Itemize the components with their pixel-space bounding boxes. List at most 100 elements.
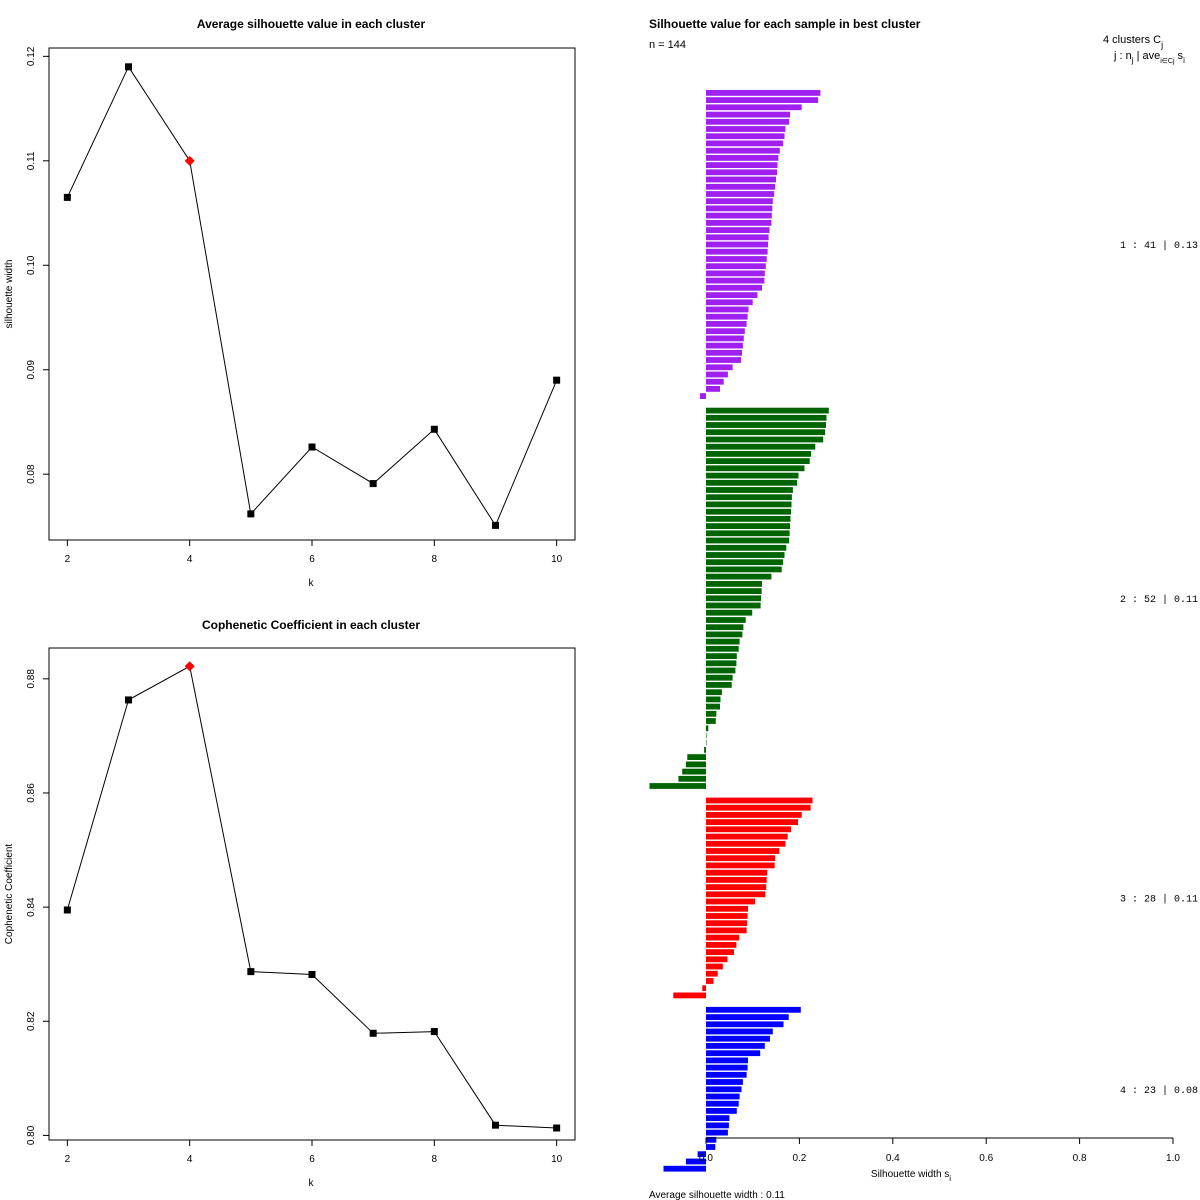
y-tick-label: 0.11 <box>26 151 37 170</box>
silhouette-bar <box>706 1057 748 1064</box>
silhouette-bar <box>706 443 816 450</box>
data-point <box>308 443 316 451</box>
silhouette-bar <box>706 429 826 436</box>
silhouette-bar <box>706 306 749 313</box>
silhouette-bar <box>706 335 744 342</box>
x-tick-label: 1.0 <box>1166 1153 1180 1164</box>
data-point <box>247 510 255 518</box>
y-tick-label: 0.86 <box>26 783 37 803</box>
silhouette-bar <box>706 609 753 616</box>
x-tick-label: 0.0 <box>699 1153 713 1164</box>
silhouette-bar <box>706 949 734 955</box>
series-marks <box>63 63 561 529</box>
silhouette-bar <box>706 1129 728 1136</box>
silhouette-bar <box>706 90 821 96</box>
silhouette-bar <box>706 386 720 392</box>
silhouette-bar <box>706 126 786 132</box>
silhouette-bar <box>706 855 776 862</box>
axis-text: Silhouette width s <box>871 1169 949 1180</box>
silhouette-bar <box>706 118 790 125</box>
x-tick-label: 0.2 <box>792 1153 806 1164</box>
silhouette-line-chart: Average silhouette value in each cluster… <box>4 17 576 589</box>
silhouette-bar <box>706 552 785 558</box>
silhouette-bar <box>706 797 813 804</box>
silhouette-bar <box>706 819 798 825</box>
silhouette-bar <box>706 934 740 941</box>
header-text: j : n <box>1113 50 1132 62</box>
silhouette-bar <box>706 414 827 421</box>
silhouette-bar <box>706 299 753 306</box>
silhouette-bar <box>649 783 706 789</box>
header-subscript: j <box>1131 56 1134 65</box>
x-tick-label: 10 <box>551 554 563 565</box>
silhouette-bar <box>706 905 748 912</box>
n-label: n = 144 <box>649 39 686 51</box>
silhouette-bar <box>706 328 745 335</box>
silhouette-bar <box>706 1115 730 1121</box>
silhouette-bar <box>682 768 706 775</box>
silhouette-bar <box>706 487 793 493</box>
silhouette-bar <box>706 1108 737 1114</box>
data-point <box>369 480 377 488</box>
x-tick-label: 0.8 <box>1073 1153 1087 1164</box>
x-ticks: 0.0 0.2 0.4 0.6 0.8 1.0 <box>699 1138 1180 1164</box>
silhouette-bar <box>685 1158 706 1165</box>
data-point <box>63 906 71 914</box>
header-text: 4 clusters C <box>1103 34 1161 46</box>
y-tick-label: 0.88 <box>26 669 37 689</box>
silhouette-bar <box>706 1043 765 1049</box>
silhouette-bar <box>706 97 819 103</box>
silhouette-bar <box>706 566 782 573</box>
silhouette-bar <box>706 234 769 241</box>
silhouette-bar <box>706 256 767 262</box>
x-axis-label: Silhouette width si <box>871 1169 951 1183</box>
header-text: | ave <box>1134 50 1161 62</box>
silhouette-bar <box>706 725 709 732</box>
silhouette-bar <box>706 176 776 183</box>
silhouette-bar <box>687 754 706 760</box>
silhouette-bar <box>706 198 773 205</box>
header-subscript: i∈Cj <box>1160 58 1175 65</box>
data-point <box>430 425 438 433</box>
silhouette-bar <box>706 537 790 544</box>
silhouette-bar <box>706 263 766 270</box>
y-tick-label: 0.80 <box>26 1125 37 1145</box>
silhouette-bar <box>706 877 767 883</box>
silhouette-bar <box>706 220 772 226</box>
silhouette-bar <box>706 826 791 833</box>
silhouette-bar <box>706 270 765 277</box>
silhouette-bar <box>706 696 721 703</box>
y-axis-label: silhouette width <box>4 260 15 329</box>
silhouette-bar <box>706 1021 784 1028</box>
x-axis-label: k <box>309 578 315 589</box>
silhouette-bar <box>706 645 739 652</box>
silhouette-bar <box>706 1122 729 1129</box>
x-ticks: 2 4 6 8 10 <box>65 1140 563 1165</box>
silhouette-bar <box>706 581 762 587</box>
y-tick-label: 0.12 <box>26 46 37 66</box>
highlight-point <box>184 661 195 672</box>
silhouette-bar <box>706 227 770 233</box>
y-tick-label: 0.10 <box>26 255 37 275</box>
silhouette-bar <box>706 978 714 984</box>
silhouette-bar <box>706 313 748 320</box>
silhouette-bar <box>706 963 723 970</box>
silhouette-bar <box>706 573 772 580</box>
x-tick-label: 0.4 <box>886 1153 900 1164</box>
cophenetic-line-chart: Cophenetic Coefficient in each cluster k… <box>4 618 576 1189</box>
header-line-2: j : nj | avei∈Cj si <box>1113 50 1185 65</box>
silhouette-bar <box>706 516 791 522</box>
data-point <box>308 970 316 978</box>
silhouette-bar <box>706 342 743 349</box>
silhouette-bar <box>706 364 733 371</box>
highlight-point <box>184 155 195 166</box>
silhouette-bar <box>706 617 746 623</box>
y-tick-label: 0.82 <box>26 1011 37 1031</box>
cluster-label: 4 : 23 | 0.08 <box>1120 1085 1198 1097</box>
silhouette-bar <box>706 667 736 674</box>
silhouette-bar <box>706 1064 748 1071</box>
header-subscript: j <box>1160 40 1163 50</box>
silhouette-bar <box>685 761 706 768</box>
header-subscript: i <box>1183 56 1185 65</box>
